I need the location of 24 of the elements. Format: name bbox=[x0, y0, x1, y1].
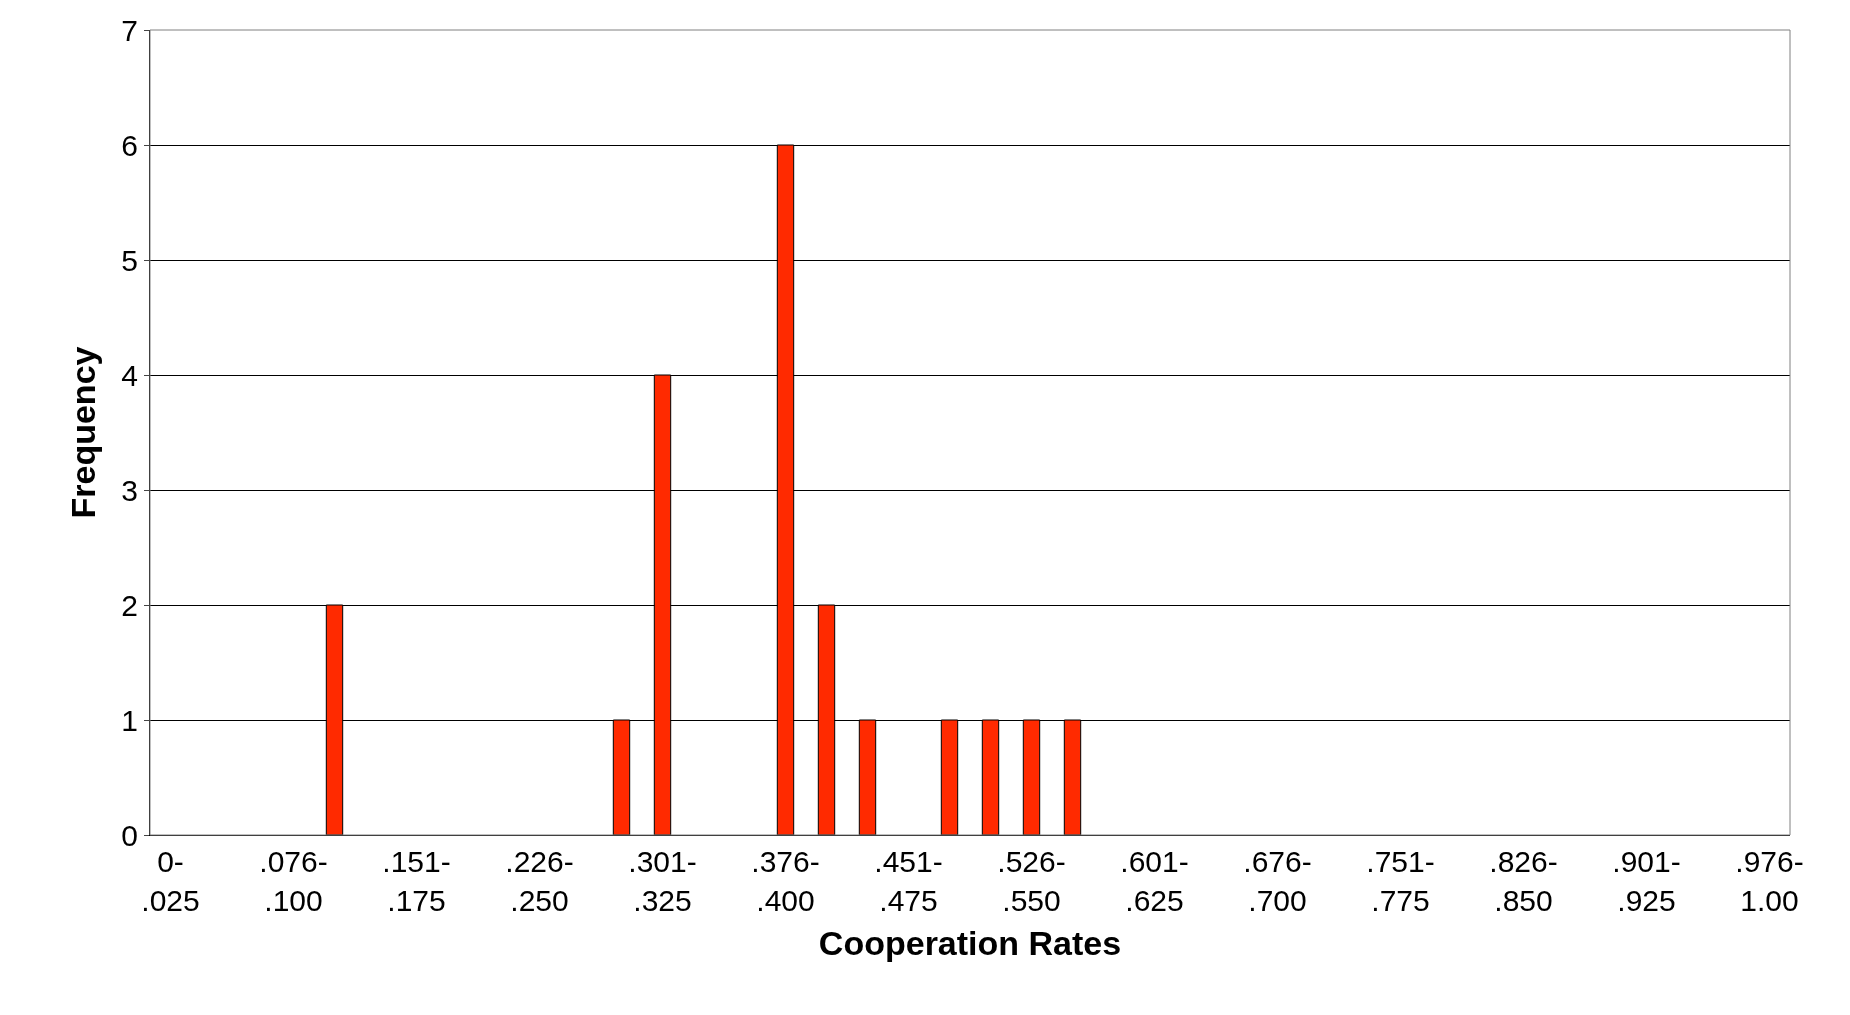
x-tick-label: .076- .100 bbox=[259, 845, 328, 917]
x-tick-label: .826- .850 bbox=[1489, 845, 1558, 917]
x-tick-label: .526- .550 bbox=[997, 845, 1066, 917]
x-tick-label: .151- .175 bbox=[382, 845, 451, 917]
y-tick-label: 2 bbox=[121, 588, 138, 622]
y-tick-label: 0 bbox=[121, 818, 138, 852]
x-tick-label: 0- .025 bbox=[141, 845, 200, 917]
y-axis-title: Frequency bbox=[63, 346, 102, 519]
x-tick-label: .676- .700 bbox=[1243, 845, 1312, 917]
y-tick-label: 6 bbox=[121, 128, 138, 162]
x-tick-label: .301- .325 bbox=[628, 845, 697, 917]
y-tick-label: 7 bbox=[121, 13, 138, 47]
y-tick-label: 3 bbox=[121, 473, 138, 507]
y-tick-label: 1 bbox=[121, 703, 138, 737]
y-tick-label: 5 bbox=[121, 243, 138, 277]
x-tick-label: .901- .925 bbox=[1612, 845, 1681, 917]
x-axis-title: Cooperation Rates bbox=[818, 924, 1122, 963]
x-tick-label: .226- .250 bbox=[505, 845, 574, 917]
x-tick-label: .601- .625 bbox=[1120, 845, 1189, 917]
x-tick-label: .376- .400 bbox=[751, 845, 820, 917]
y-tick-label: 4 bbox=[121, 358, 138, 392]
x-tick-label: .451- .475 bbox=[874, 845, 943, 917]
x-tick-label: .751- .775 bbox=[1366, 845, 1435, 917]
x-tick-label: .976- 1.00 bbox=[1735, 845, 1804, 917]
